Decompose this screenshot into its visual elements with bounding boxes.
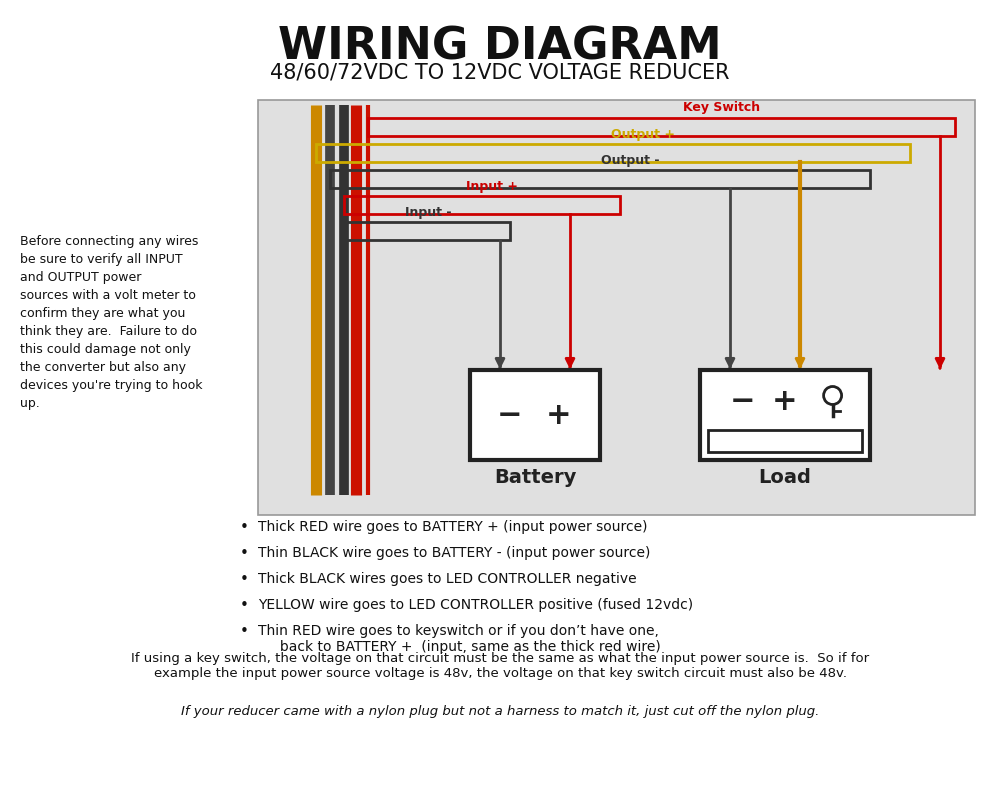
- Text: •: •: [240, 520, 249, 535]
- Text: Input +: Input +: [466, 180, 518, 193]
- Text: +: +: [546, 401, 571, 430]
- Text: •: •: [240, 624, 249, 639]
- Bar: [316, 144, 910, 162]
- Bar: [344, 196, 620, 214]
- Text: Load: Load: [759, 468, 811, 487]
- Text: WIRING DIAGRAM: WIRING DIAGRAM: [278, 25, 722, 68]
- Bar: [700, 370, 870, 460]
- Text: Thin BLACK wire goes to BATTERY - (input power source): Thin BLACK wire goes to BATTERY - (input…: [258, 546, 650, 560]
- Text: Output +: Output +: [611, 128, 675, 141]
- Text: •: •: [240, 598, 249, 613]
- Text: If using a key switch, the voltage on that circuit must be the same as what the : If using a key switch, the voltage on th…: [131, 652, 869, 680]
- Text: Thick RED wire goes to BATTERY + (input power source): Thick RED wire goes to BATTERY + (input …: [258, 520, 648, 534]
- Bar: [708, 430, 862, 452]
- Bar: [330, 170, 870, 188]
- Bar: [470, 370, 600, 460]
- Bar: [346, 222, 510, 240]
- Text: Output -: Output -: [601, 154, 659, 167]
- Text: 48/60/72VDC TO 12VDC VOLTAGE REDUCER: 48/60/72VDC TO 12VDC VOLTAGE REDUCER: [270, 62, 730, 82]
- Text: Thin RED wire goes to keyswitch or if you don’t have one,
     back to BATTERY +: Thin RED wire goes to keyswitch or if yo…: [258, 624, 661, 654]
- Text: +: +: [772, 387, 798, 416]
- Text: If your reducer came with a nylon plug but not a harness to match it, just cut o: If your reducer came with a nylon plug b…: [181, 705, 819, 718]
- Text: −: −: [496, 401, 522, 430]
- Text: Input -: Input -: [405, 206, 451, 219]
- Text: Battery: Battery: [494, 468, 576, 487]
- Bar: [258, 100, 975, 515]
- Text: −: −: [730, 387, 755, 416]
- Text: Thick BLACK wires goes to LED CONTROLLER negative: Thick BLACK wires goes to LED CONTROLLER…: [258, 572, 637, 586]
- Text: Key Switch: Key Switch: [683, 101, 760, 114]
- Bar: [368, 118, 955, 136]
- Text: •: •: [240, 546, 249, 561]
- Text: •: •: [240, 572, 249, 587]
- Text: YELLOW wire goes to LED CONTROLLER positive (fused 12vdc): YELLOW wire goes to LED CONTROLLER posit…: [258, 598, 693, 612]
- Text: Before connecting any wires
be sure to verify all INPUT
and OUTPUT power
sources: Before connecting any wires be sure to v…: [20, 235, 202, 410]
